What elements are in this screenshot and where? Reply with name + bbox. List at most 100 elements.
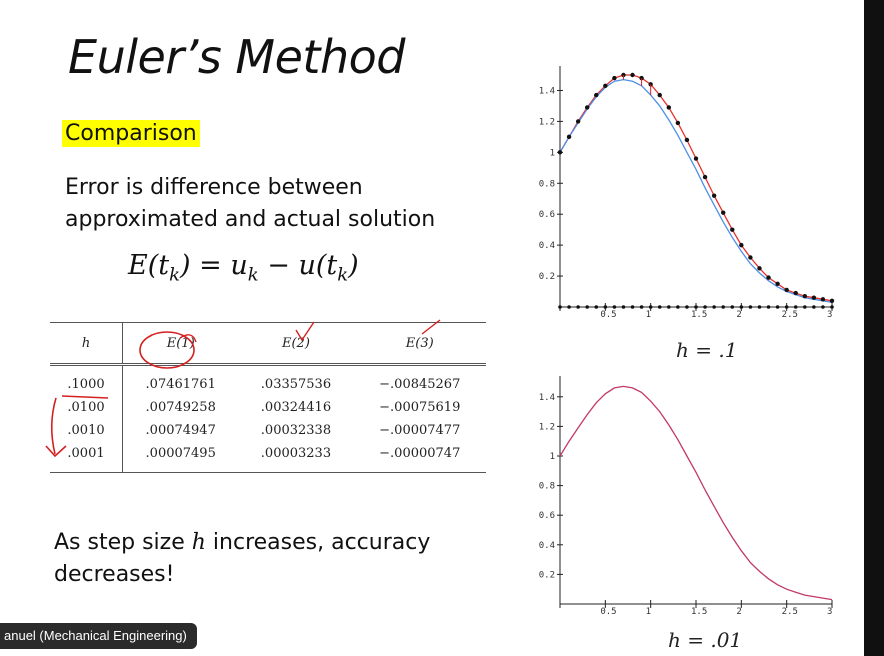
y-tick-label: 1 bbox=[550, 452, 555, 462]
y-tick-label: 1.2 bbox=[539, 422, 555, 432]
y-tick-label: 1.4 bbox=[539, 393, 555, 403]
euler-point bbox=[730, 227, 735, 232]
section-label: Comparison bbox=[62, 120, 200, 147]
conclusion-variable: h bbox=[191, 530, 206, 555]
x-tick-label: 2.5 bbox=[782, 607, 798, 617]
x-grid-point bbox=[766, 305, 771, 309]
description: Error is difference between approximated… bbox=[65, 172, 435, 236]
euler-point bbox=[557, 150, 563, 155]
error-table: h E(1) E(2) E(3) .1000 .07461761 .033575… bbox=[50, 322, 486, 487]
x-grid-point bbox=[612, 305, 617, 309]
x-tick-label: 1.5 bbox=[691, 607, 707, 617]
table-cell: .0010 bbox=[50, 419, 123, 442]
table-cell: −.00845267 bbox=[379, 377, 461, 392]
series-line-1 bbox=[559, 78, 833, 304]
euler-point bbox=[721, 210, 726, 215]
description-line-2: approximated and actual solution bbox=[65, 207, 436, 232]
euler-point bbox=[575, 119, 581, 124]
table-row: .0100 .00749258 .00324416 −.00075619 bbox=[50, 396, 486, 419]
x-grid-point bbox=[630, 305, 635, 309]
euler-point bbox=[811, 295, 817, 300]
x-grid-point bbox=[830, 305, 834, 309]
table-cell: .00007495 bbox=[122, 442, 239, 473]
x-grid-point bbox=[793, 305, 798, 309]
x-tick-label: 0.5 bbox=[600, 607, 616, 617]
euler-point bbox=[594, 92, 599, 98]
speaker-name-badge[interactable]: anuel (Mechanical Engineering) bbox=[0, 623, 197, 649]
x-grid-point bbox=[703, 305, 707, 309]
y-tick-label: 0.4 bbox=[539, 241, 555, 251]
table-cell: .03357536 bbox=[260, 377, 332, 392]
slide-title: Euler’s Method bbox=[68, 30, 405, 84]
plot-caption-h01: h = .1 bbox=[676, 338, 738, 362]
y-tick-label: 1 bbox=[550, 148, 555, 158]
euler-plot-h001: 0.5 1 1.5 2 2.5 3 0.2 0.4 0.6 0.8 1 1.2 1.4 bbox=[539, 376, 833, 617]
euler-point bbox=[693, 156, 699, 161]
euler-point bbox=[829, 298, 835, 304]
x-tick-label: 2 bbox=[736, 607, 741, 617]
slide: Euler’s Method Comparison Error is diffe… bbox=[45, 30, 835, 652]
x-grid-point bbox=[585, 305, 589, 309]
euler-point bbox=[802, 293, 807, 299]
table-cell: −.00075619 bbox=[379, 400, 461, 415]
window-edge bbox=[864, 0, 884, 656]
formula-part: − u(t bbox=[258, 250, 338, 281]
x-grid-point bbox=[748, 305, 753, 309]
x-tick-label: 1 bbox=[646, 607, 651, 617]
table-cell: .0001 bbox=[50, 442, 123, 473]
x-grid-point bbox=[558, 305, 562, 309]
conclusion-line-2: decreases! bbox=[54, 562, 175, 587]
x-grid-point bbox=[667, 305, 671, 309]
y-tick-label: 0.8 bbox=[539, 482, 555, 492]
x-grid-point bbox=[567, 305, 571, 309]
euler-point bbox=[739, 242, 744, 248]
x-grid-point bbox=[721, 305, 725, 309]
table-cell: .00003233 bbox=[238, 442, 354, 473]
table-cell: −.00000747 bbox=[353, 442, 486, 473]
x-tick-label: 2.5 bbox=[782, 310, 798, 320]
table-header-h: h bbox=[50, 322, 123, 366]
euler-point bbox=[603, 83, 608, 89]
euler-point bbox=[784, 287, 789, 293]
x-tick-label: 2 bbox=[736, 310, 741, 320]
euler-point bbox=[766, 275, 771, 280]
x-grid-point bbox=[694, 305, 698, 309]
table-row: .0010 .00074947 .00032338 −.00007477 bbox=[50, 419, 486, 442]
series-line-0 bbox=[559, 74, 833, 302]
euler-point bbox=[711, 193, 717, 198]
euler-point bbox=[675, 120, 681, 126]
x-grid-point bbox=[812, 305, 816, 309]
x-grid-point bbox=[594, 305, 599, 309]
x-grid-point bbox=[775, 305, 780, 309]
formula-sub: k bbox=[247, 264, 259, 286]
x-grid-point bbox=[730, 305, 735, 309]
euler-point bbox=[702, 174, 708, 180]
x-grid-point bbox=[676, 305, 680, 309]
euler-point bbox=[612, 75, 617, 81]
x-grid-point bbox=[603, 305, 608, 309]
x-tick-label: 1.5 bbox=[691, 310, 707, 320]
euler-point bbox=[666, 105, 671, 110]
x-grid-point bbox=[576, 305, 580, 309]
table-cell: .00324416 bbox=[260, 400, 332, 415]
table-row: .0001 .00007495 .00003233 −.00000747 bbox=[50, 442, 486, 473]
description-line-1: Error is difference between bbox=[65, 175, 363, 200]
x-grid-point bbox=[803, 305, 807, 309]
formula-sub: k bbox=[169, 264, 181, 286]
y-tick-label: 1.4 bbox=[539, 86, 555, 96]
euler-point bbox=[775, 281, 780, 286]
x-grid-point bbox=[648, 305, 653, 309]
euler-point bbox=[820, 297, 826, 302]
x-grid-point bbox=[757, 305, 762, 309]
euler-point bbox=[648, 82, 653, 87]
table-header-e3: E(3) bbox=[353, 322, 486, 366]
x-grid-point bbox=[639, 305, 644, 309]
formula-sub: k bbox=[337, 264, 349, 286]
table-cell: −.00007477 bbox=[379, 423, 461, 438]
table-cell: .00749258 bbox=[145, 400, 216, 415]
table-cell: .00074947 bbox=[145, 423, 216, 438]
euler-point bbox=[684, 137, 690, 143]
euler-point bbox=[793, 290, 798, 296]
y-tick-label: 0.2 bbox=[539, 570, 555, 580]
y-tick-label: 0.6 bbox=[539, 511, 555, 521]
